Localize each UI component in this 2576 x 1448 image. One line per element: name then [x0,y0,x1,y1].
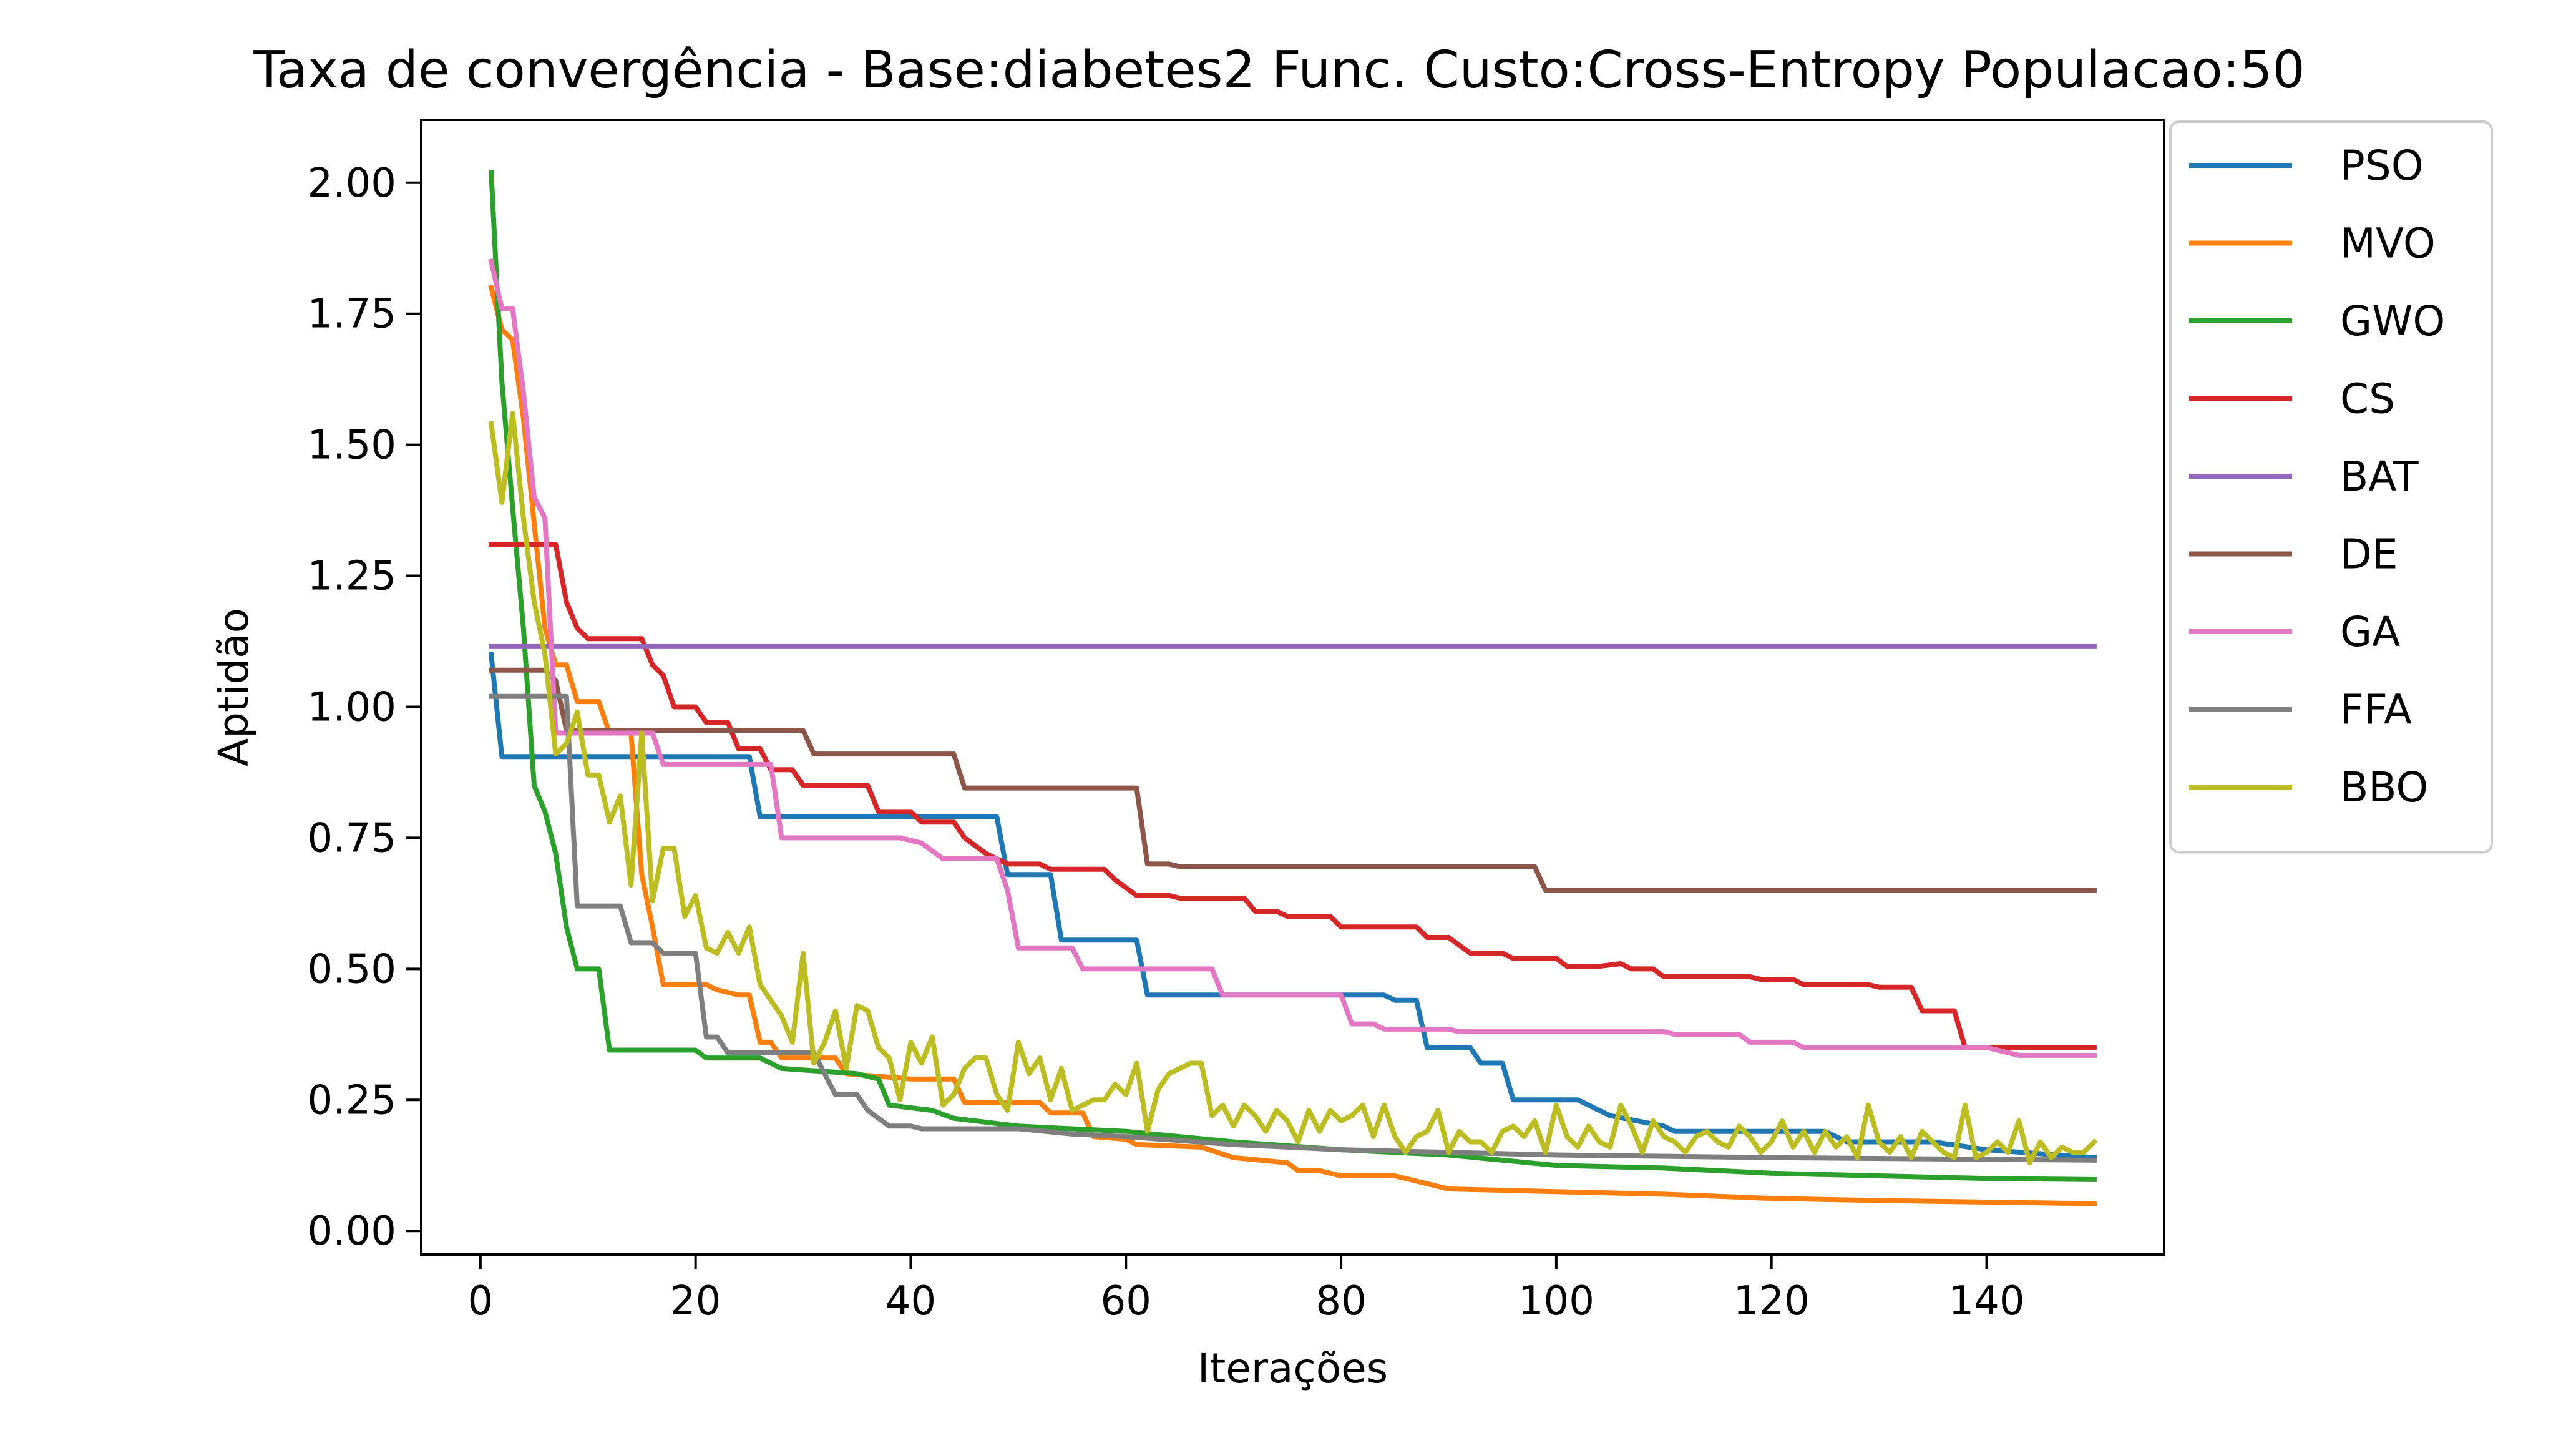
legend-label-mvo: MVO [2340,220,2436,268]
y-tick-label: 0.00 [308,1208,397,1255]
y-tick-label: 1.00 [308,684,397,730]
series-line-bbo [488,411,2098,1165]
y-tick-label: 0.50 [308,946,397,992]
series-line-cs [489,542,2097,1050]
series-line-gwo [488,169,2097,1182]
legend-label-bbo: BBO [2340,763,2428,811]
legend-label-de: DE [2340,531,2398,579]
y-tick-label: 1.25 [308,554,397,600]
series-line-ffa [489,693,2097,1163]
y-axis-label: Aptidão [210,608,258,766]
plot-area-frame [420,119,2165,1256]
y-axis: 0.00 0.25 0.50 0.75 1.00 1.25 1.50 1.75 2.00 [308,160,421,1255]
x-tick-label: 40 [886,1278,936,1324]
y-tick-label: 2.00 [308,160,397,207]
y-tick-label: 0.25 [308,1077,397,1123]
legend: PSO MVO GWO CS BAT DE GA FFA BBO [2169,120,2493,854]
x-tick-label: 80 [1315,1278,1366,1324]
legend-label-ga: GA [2340,608,2400,656]
x-tick-label: 60 [1101,1278,1151,1324]
x-tick-label: 100 [1518,1278,1594,1324]
y-tick-label: 1.50 [308,423,397,469]
x-tick-label: 140 [1948,1278,2024,1324]
legend-label-pso: PSO [2340,142,2424,190]
x-tick-label: 20 [670,1278,721,1324]
x-tick-label: 120 [1734,1278,1810,1324]
x-tick-label: 0 [467,1278,493,1324]
legend-label-cs: CS [2340,375,2395,423]
legend-label-gwo: GWO [2340,297,2445,345]
y-tick-label: 1.75 [308,291,397,338]
chart-title: Taxa de convergência - Base:diabetes2 Fu… [253,41,2305,100]
y-tick-label: 0.75 [308,815,397,861]
legend-label-ffa: FFA [2340,686,2412,734]
series-layer [488,169,2098,1206]
legend-box [2169,120,2493,854]
x-axis-label: Iterações [1198,1344,1388,1392]
legend-label-bat: BAT [2340,452,2419,501]
x-axis: 0 20 40 60 80 100 120 140 [467,1255,2025,1324]
